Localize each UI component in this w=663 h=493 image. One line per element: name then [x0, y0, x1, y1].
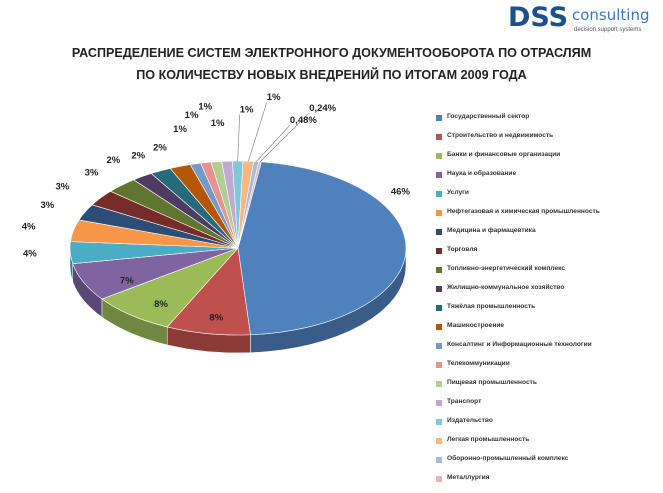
legend-item-19: Оборонно-промышленный комплекс — [436, 455, 661, 474]
pie-data-label-14: 1% — [185, 110, 199, 121]
legend-swatch — [436, 153, 442, 159]
legend-swatch — [436, 191, 442, 197]
logo-tagline: decision support systems — [574, 27, 642, 33]
legend-swatch — [436, 324, 442, 330]
legend-label: Транспорт — [447, 398, 482, 405]
legend-swatch — [436, 381, 442, 387]
legend-label: Металлургия — [447, 474, 490, 481]
legend-swatch — [436, 248, 442, 254]
legend-item-1: Государственный сектор — [436, 113, 661, 132]
legend-label: Торговля — [447, 246, 478, 253]
legend-item-20: Металлургия — [436, 474, 661, 493]
pie-data-label-2: 8% — [209, 312, 223, 323]
legend-label: Нефтегазовая и химическая промышленность — [447, 208, 600, 215]
legend-swatch — [436, 286, 442, 292]
legend-item-5: Услуги — [436, 189, 661, 208]
legend-swatch — [436, 134, 442, 140]
pie-data-label-7: 3% — [40, 200, 54, 211]
legend-swatch — [436, 305, 442, 311]
legend-swatch — [436, 419, 442, 425]
pie-data-label-18: 1% — [267, 92, 281, 103]
legend-label: Медицина и фармацевтика — [447, 227, 536, 234]
legend-item-17: Издательство — [436, 417, 661, 436]
legend-label: Жилищно-коммунальное хозяйство — [447, 284, 565, 291]
pie-slice-1 — [237, 161, 407, 336]
legend-item-2: Строительство и недвижимость — [436, 132, 661, 151]
pie-data-label-8: 3% — [55, 181, 69, 192]
legend-swatch — [436, 438, 442, 444]
pie-data-label-5: 4% — [23, 249, 37, 260]
legend-label: Легкая промышленность — [447, 436, 530, 443]
pie-data-label-9: 3% — [85, 168, 99, 179]
legend-item-8: Торговля — [436, 246, 661, 265]
legend-label: Машиностроение — [447, 322, 505, 329]
pie-data-label-1: 46% — [391, 187, 411, 198]
pie-data-label-20: 0,24% — [309, 103, 336, 114]
legend-item-6: Нефтегазовая и химическая промышленность — [436, 208, 661, 227]
legend-label: Государственный сектор — [447, 113, 530, 120]
legend-swatch — [436, 362, 442, 368]
pie-leader-line-20 — [259, 112, 310, 162]
legend-swatch — [436, 343, 442, 349]
pie-data-label-15: 1% — [198, 102, 212, 113]
legend-item-16: Транспорт — [436, 398, 661, 417]
pie-data-label-4: 7% — [120, 275, 134, 286]
legend-swatch — [436, 267, 442, 273]
legend-swatch — [436, 457, 442, 463]
legend-label: Оборонно-промышленный комплекс — [447, 455, 569, 462]
pie-data-label-6: 4% — [22, 222, 36, 233]
pie-leader-line-17 — [237, 114, 240, 162]
legend-item-18: Легкая промышленность — [436, 436, 661, 455]
pie-data-label-17: 1% — [240, 105, 254, 116]
pie-slices — [69, 160, 407, 336]
chart-legend: Государственный сектор Строительство и не… — [436, 113, 661, 493]
company-logo: DSS consulting decision support systems — [508, 2, 658, 38]
legend-item-4: Наука и образование — [436, 170, 661, 189]
pie-slice-20 — [237, 161, 262, 249]
legend-swatch — [436, 476, 442, 482]
pie-data-label-13: 1% — [173, 124, 187, 135]
legend-label: Услуги — [447, 189, 469, 196]
chart-title-line-2: ПО КОЛИЧЕСТВУ НОВЫХ ВНЕДРЕНИЙ ПО ИТОГАМ … — [136, 68, 527, 82]
pie-data-label-11: 2% — [131, 150, 145, 161]
logo-main: DSS — [508, 2, 569, 33]
legend-item-14: Телекоммуникации — [436, 360, 661, 379]
legend-label: Топливно-энергетический комплекс — [447, 265, 566, 272]
pie-leader-line-19 — [256, 125, 291, 162]
legend-item-11: Тяжёлая промышленность — [436, 303, 661, 322]
legend-item-10: Жилищно-коммунальное хозяйство — [436, 284, 661, 303]
legend-label: Издательство — [447, 417, 493, 424]
chart-title: РАСПРЕДЕЛЕНИЕ СИСТЕМ ЭЛЕКТРОННОГО ДОКУМЕ… — [0, 42, 663, 86]
legend-label: Тяжёлая промышленность — [447, 303, 536, 310]
pie-sides — [69, 247, 407, 354]
pie-chart: 46%8%8%7%4%4%3%3%3%2% 2%2%1%1%1%1%1%1%0,4… — [22, 92, 411, 354]
pie-leader-line-18 — [248, 102, 268, 162]
legend-swatch — [436, 115, 442, 121]
legend-label: Строительство и недвижимость — [447, 132, 554, 139]
pie-data-label-10: 2% — [106, 155, 120, 166]
legend-swatch — [436, 229, 442, 235]
logo-sub: consulting — [572, 6, 650, 24]
chart-title-line-1: РАСПРЕДЕЛЕНИЕ СИСТЕМ ЭЛЕКТРОННОГО ДОКУМЕ… — [71, 46, 592, 60]
legend-item-12: Машиностроение — [436, 322, 661, 341]
legend-label: Банки и финансовые организации — [447, 151, 561, 158]
legend-swatch — [436, 400, 442, 406]
pie-leader-lines — [237, 102, 310, 162]
legend-item-9: Топливно-энергетический комплекс — [436, 265, 661, 284]
pie-data-label-16: 1% — [211, 118, 225, 129]
legend-swatch — [436, 172, 442, 178]
legend-item-3: Банки и финансовые организации — [436, 151, 661, 170]
legend-label: Пищевая промышленность — [447, 379, 537, 386]
legend-item-13: Консалтинг и Информационные технологии — [436, 341, 661, 360]
pie-data-label-19: 0,48% — [290, 115, 317, 126]
pie-data-label-3: 8% — [154, 299, 168, 310]
legend-label: Наука и образование — [447, 170, 517, 177]
legend-item-15: Пищевая промышленность — [436, 379, 661, 398]
pie-data-labels: 46%8%8%7%4%4%3%3%3%2% 2%2%1%1%1%1%1%1%0,4… — [22, 92, 411, 323]
pie-data-label-12: 2% — [153, 143, 167, 154]
legend-label: Телекоммуникации — [447, 360, 510, 367]
legend-item-7: Медицина и фармацевтика — [436, 227, 661, 246]
legend-label: Консалтинг и Информационные технологии — [447, 341, 592, 348]
legend-swatch — [436, 210, 442, 216]
